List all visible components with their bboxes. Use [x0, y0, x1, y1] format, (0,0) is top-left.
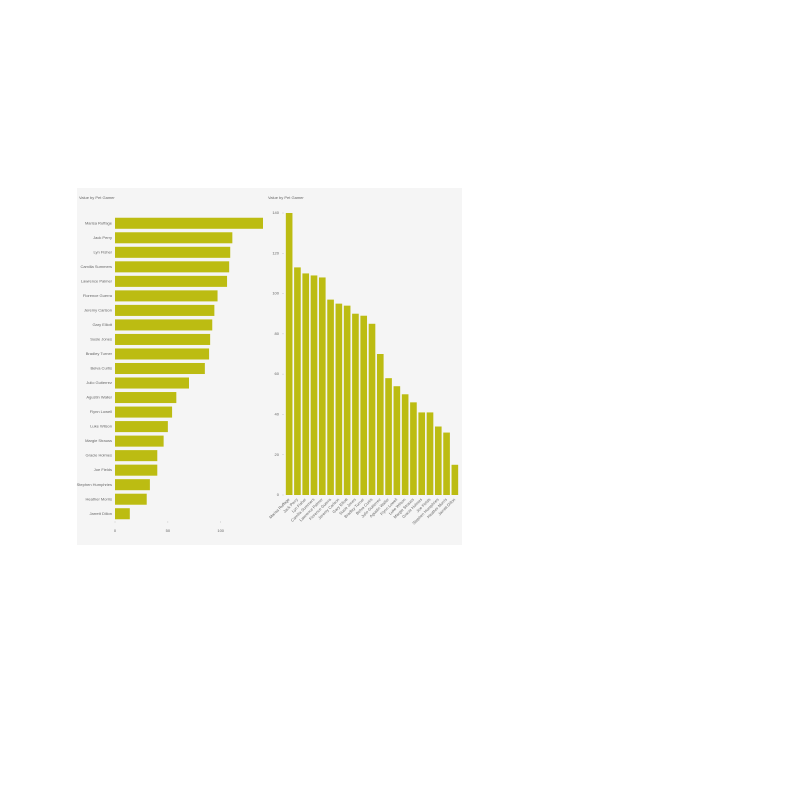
bar	[115, 377, 189, 389]
y-tick-label: Florence Guerra	[83, 293, 113, 298]
y-tick-label: Susie Jones	[90, 337, 112, 342]
bar	[115, 435, 164, 447]
y-tick-label: 0	[277, 492, 280, 497]
y-tick-label: 120	[272, 250, 279, 255]
y-tick-label: Stephen Humphries	[77, 482, 112, 487]
bar	[285, 213, 293, 495]
bar	[368, 323, 376, 495]
y-tick-label: 140	[272, 210, 279, 215]
bar	[115, 333, 211, 345]
y-tick-label: Marisa Ruffage	[85, 220, 113, 225]
y-tick-label: 80	[275, 331, 280, 336]
bar	[115, 348, 210, 360]
bar	[115, 406, 173, 418]
bar	[115, 246, 231, 258]
bar	[115, 450, 158, 462]
bar	[294, 267, 301, 495]
bar	[115, 479, 150, 491]
bar	[115, 304, 215, 316]
x-tick-label: 0	[114, 528, 117, 533]
y-tick-label: 60	[275, 371, 280, 376]
y-tick-label: Lyn Fisher	[93, 249, 112, 254]
bar	[115, 319, 213, 331]
bar	[360, 315, 368, 495]
bar	[115, 362, 205, 375]
bar	[385, 378, 392, 495]
bar	[115, 508, 130, 520]
bar	[343, 305, 351, 495]
bar	[310, 275, 318, 495]
y-tick-label: 100	[272, 291, 279, 296]
y-tick-label: Agustin Waller	[86, 395, 112, 400]
y-tick-label: Jeremy Carlson	[84, 307, 112, 312]
bar	[418, 412, 426, 495]
y-tick-label: 20	[275, 452, 280, 457]
y-tick-label: Camilla Summers	[80, 264, 112, 269]
y-tick-label: Heather Morris	[86, 496, 112, 501]
chart-title: Value by Pet Gamer	[79, 195, 115, 200]
y-tick-label: 40	[275, 411, 280, 416]
y-tick-label: Belva Curtis	[90, 366, 112, 371]
y-tick-label: Lawrence Palmer	[81, 278, 113, 283]
y-tick-label: Margie Strauss	[85, 438, 112, 443]
y-tick-label: Bradley Turner	[86, 351, 113, 356]
bar	[115, 232, 233, 244]
bar	[401, 394, 409, 495]
bar	[115, 464, 158, 476]
bar	[443, 432, 450, 495]
bar	[426, 412, 434, 495]
y-tick-label: Jack Perry	[93, 235, 112, 240]
y-tick-label: Julio Gutierrez	[86, 380, 112, 385]
y-tick-label: Gracie Holmes	[86, 453, 112, 458]
bar	[352, 313, 359, 495]
bar	[115, 261, 230, 273]
bar	[115, 217, 263, 229]
bar	[115, 392, 177, 404]
bar	[410, 402, 417, 495]
bar	[302, 273, 310, 495]
bar	[115, 493, 147, 505]
bar	[115, 275, 228, 287]
y-tick-label: Gary Elliott	[92, 322, 112, 327]
bar	[451, 464, 459, 495]
chart-title: Value by Pet Gamer	[268, 195, 304, 200]
bar	[376, 354, 384, 495]
bar	[115, 421, 168, 433]
bar	[434, 426, 442, 495]
bar	[318, 277, 326, 495]
y-tick-label: Jarrett Dillon	[90, 511, 112, 516]
bar	[393, 386, 401, 495]
y-tick-label: Luke Wilson	[90, 424, 112, 429]
y-tick-label: Flynn Lowell	[90, 409, 112, 414]
bar	[327, 299, 334, 495]
x-tick-label: 50	[166, 528, 171, 533]
bar	[115, 290, 218, 302]
x-tick-label: 100	[217, 528, 224, 533]
bar	[335, 303, 343, 495]
y-tick-label: Joe Fields	[94, 467, 112, 472]
